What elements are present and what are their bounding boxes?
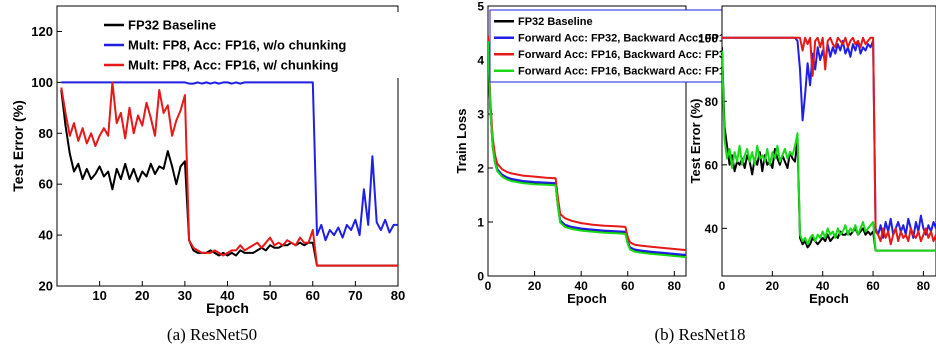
x-tick-label: 80 xyxy=(668,279,682,293)
series-line-4 xyxy=(722,50,936,252)
series-line-3 xyxy=(60,81,398,267)
y-axis-label: Test Error (%) xyxy=(688,99,703,184)
y-tick-label: 80 xyxy=(39,126,53,141)
legend-label: FP32 Baseline xyxy=(128,18,216,33)
x-tick-label: 40 xyxy=(574,279,588,293)
x-tick-label: 80 xyxy=(391,288,405,303)
series-line-2 xyxy=(61,81,398,242)
legend-label: Mult: FP8, Acc: FP16, w/ chunking xyxy=(128,58,338,73)
y-tick-label: 4 xyxy=(477,54,484,68)
legend-box xyxy=(100,12,400,78)
y-tick-label: 20 xyxy=(39,279,53,294)
caption-a: (a) ResNet50 xyxy=(167,325,257,344)
series-group xyxy=(722,36,936,252)
x-tick-label: 30 xyxy=(178,288,192,303)
series-line-3 xyxy=(722,36,936,246)
x-tick-label: 20 xyxy=(135,288,149,303)
y-tick-label: 40 xyxy=(705,222,719,236)
x-axis-label: Epoch xyxy=(206,300,249,316)
y-tick-label: 0 xyxy=(477,270,484,284)
y-tick-label: 2 xyxy=(477,162,484,176)
y-tick-label: 60 xyxy=(705,158,719,172)
y-axis-label: Test Error (%) xyxy=(10,100,26,192)
x-tick-label: 70 xyxy=(348,288,362,303)
x-tick-label: 0 xyxy=(719,279,726,293)
x-tick-label: 0 xyxy=(485,279,492,293)
x-tick-label: 10 xyxy=(92,288,106,303)
legend-label: FP32 Baseline xyxy=(518,16,593,28)
y-tick-label: 3 xyxy=(477,108,484,122)
y-tick-label: 100 xyxy=(698,31,718,45)
y-tick-label: 120 xyxy=(31,24,53,39)
series-line-3 xyxy=(488,35,686,252)
legend-label: Mult: FP8, Acc: FP16, w/o chunking xyxy=(128,38,346,53)
y-tick-label: 100 xyxy=(31,75,53,90)
series-group xyxy=(488,35,686,259)
y-tick-label: 80 xyxy=(705,95,719,109)
x-tick-label: 60 xyxy=(866,279,880,293)
x-tick-label: 60 xyxy=(621,279,635,293)
y-tick-label: 5 xyxy=(477,0,484,14)
series-group xyxy=(60,81,398,267)
x-tick-label: 20 xyxy=(528,279,542,293)
caption-b: (b) ResNet18 xyxy=(654,325,745,344)
x-tick-label: 40 xyxy=(816,279,830,293)
x-tick-label: 20 xyxy=(766,279,780,293)
x-tick-label: 80 xyxy=(917,279,931,293)
series-line-2 xyxy=(488,38,686,256)
x-tick-label: 60 xyxy=(306,288,320,303)
y-tick-label: 60 xyxy=(39,177,53,192)
x-axis-label: Epoch xyxy=(567,291,607,306)
x-tick-label: 40 xyxy=(220,288,234,303)
x-tick-label: 50 xyxy=(263,288,277,303)
y-tick-label: 1 xyxy=(477,216,484,230)
chart-resnet18-test-error: 0 20 40 60 80 40 60 80 100 Epoch Test Error (%) xyxy=(688,5,936,306)
chart-resnet50: 10 20 30 40 50 60 70 80 20 40 60 80 100 120 Epoch Test … xyxy=(10,5,405,316)
y-axis-label: Train Loss xyxy=(454,108,469,173)
series-line-4 xyxy=(488,41,686,259)
y-tick-label: 40 xyxy=(39,228,53,243)
x-axis-label: Epoch xyxy=(809,291,849,306)
